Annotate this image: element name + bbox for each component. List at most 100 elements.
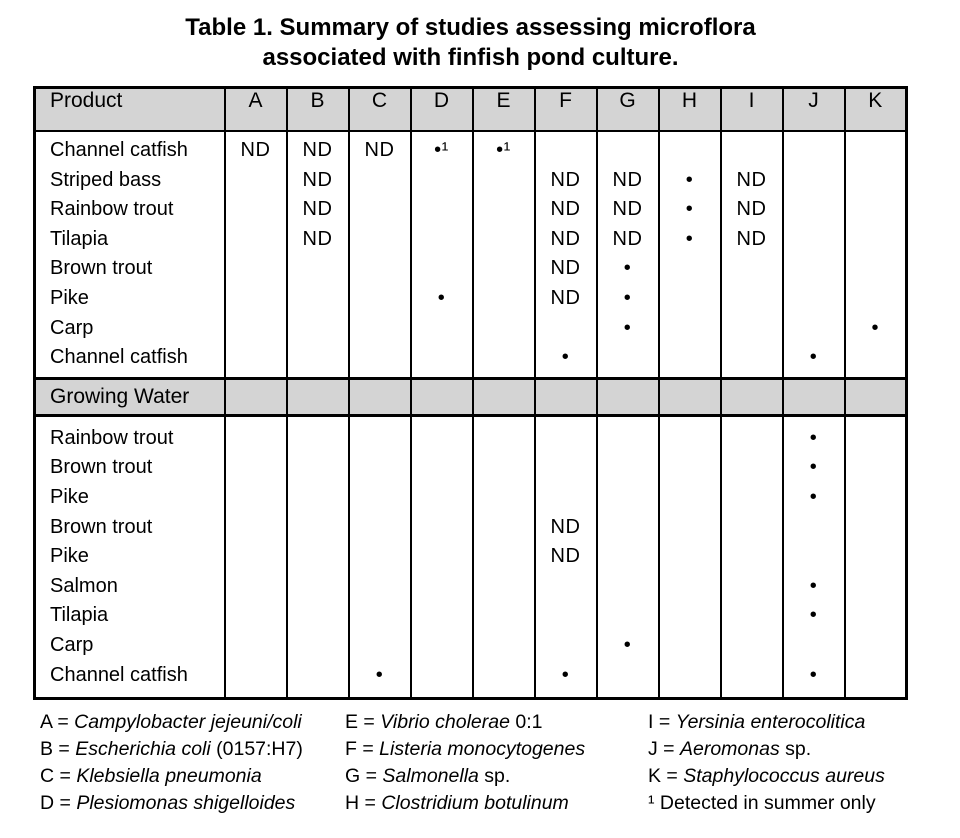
cell-value: [226, 572, 286, 602]
data-column-G: ND ND ND • • •: [595, 129, 660, 380]
legend-item-species: Yersinia enterocolitica: [675, 711, 866, 734]
cell-value: [412, 661, 472, 691]
cell-value: •: [685, 168, 694, 191]
cell-value: ND: [736, 227, 767, 250]
cell-value: •: [685, 227, 694, 250]
legend-item-species: Escherichia coli: [75, 738, 211, 761]
cell-value: [660, 343, 720, 373]
cell-value: [474, 195, 534, 225]
cell-value: [288, 601, 348, 631]
cell-value: ND: [302, 198, 333, 221]
column-header-J: J: [781, 86, 846, 132]
legend-item: H = Clostridium botulinum: [345, 790, 648, 817]
cell-value: [412, 572, 472, 602]
product-name: Brown trout: [50, 456, 153, 479]
data-column-E: [471, 414, 536, 700]
legend-item-species: Plesiomonas shigelloides: [76, 792, 296, 815]
legend-column-2: E = Vibrio cholerae 0:1 F = Listeria mono…: [345, 709, 648, 817]
data-column-F: ND ND •: [533, 414, 598, 700]
cell-value: ND: [302, 168, 333, 191]
cell-value: [288, 483, 348, 513]
cell-value: [660, 314, 720, 344]
cell-value: [660, 572, 720, 602]
section-band-cell: [285, 376, 350, 417]
product-name: Pike: [50, 286, 89, 309]
cell-value: ND: [550, 227, 581, 250]
cell-value: [412, 513, 472, 543]
microflora-table: Product A B C D E F G H I J K Channel catfish Stripe…: [33, 86, 908, 701]
cell-value: •: [871, 316, 879, 339]
cell-value: [784, 166, 844, 196]
cell-value: [412, 542, 472, 572]
legend-item-suffix: 0:1: [509, 711, 543, 734]
cell-value: [288, 631, 348, 661]
cell-value: [846, 601, 906, 631]
cell-value: [474, 284, 534, 314]
cell-value: ND: [612, 168, 643, 191]
cell-value: ND: [612, 227, 643, 250]
cell-value: [412, 314, 472, 344]
cell-value: [598, 424, 658, 454]
cell-value: •: [623, 316, 632, 339]
column-header-C: C: [347, 86, 412, 132]
cell-value: [722, 343, 782, 373]
legend-item: J = Aeromonas sp.: [648, 736, 908, 763]
cell-value: [784, 513, 844, 543]
cell-value: [598, 572, 658, 602]
cell-value: [288, 343, 348, 373]
cell-value: [722, 424, 782, 454]
cell-value: [412, 601, 472, 631]
data-column-A: ND: [223, 129, 288, 380]
cell-value: [536, 453, 596, 483]
cell-value: [474, 661, 534, 691]
cell-value: [474, 453, 534, 483]
cell-value: [660, 542, 720, 572]
cell-value: [226, 195, 286, 225]
product-name: Carp: [50, 316, 94, 339]
cell-value: [598, 513, 658, 543]
cell-value: ND: [550, 198, 581, 221]
section-band-cell: [657, 376, 722, 417]
column-header-A: A: [223, 86, 288, 132]
cell-value: [660, 453, 720, 483]
cell-value: [412, 343, 472, 373]
cell-value: [660, 254, 720, 284]
section-band-label: Growing Water: [33, 376, 226, 417]
cell-value: [288, 314, 348, 344]
cell-value: [722, 542, 782, 572]
legend-item-prefix: D =: [40, 792, 77, 815]
cell-value: [722, 254, 782, 284]
cell-value: •: [809, 456, 818, 479]
cell-value: [474, 572, 534, 602]
legend-item-species: Listeria monocytogenes: [379, 738, 586, 761]
legend-item: B = Escherichia coli (0157:H7): [40, 736, 345, 763]
cell-value: [846, 424, 906, 454]
cell-value: [784, 254, 844, 284]
cell-value: [722, 572, 782, 602]
cell-value: [226, 166, 286, 196]
section-band-cell: [533, 376, 598, 417]
cell-value: [226, 483, 286, 513]
legend-item: K = Staphylococcus aureus: [648, 763, 908, 790]
legend: A = Campylobacter jejeuni/coli B = Escher…: [40, 709, 960, 817]
legend-item-prefix: ¹: [648, 792, 660, 815]
legend-item-prefix: B =: [40, 738, 76, 761]
legend-item-prefix: F =: [345, 738, 380, 761]
section-band-cell: [223, 376, 288, 417]
data-column-J: •: [781, 129, 846, 380]
data-column-A: [223, 414, 288, 700]
cell-value: [226, 424, 286, 454]
product-name: Rainbow trout: [50, 426, 174, 449]
product-name: Rainbow trout: [50, 198, 174, 221]
legend-item-species: Staphylococcus aureus: [683, 765, 885, 788]
cell-value: [350, 254, 410, 284]
data-column-J: • • • • • •: [781, 414, 846, 700]
legend-item: E = Vibrio cholerae 0:1: [345, 709, 648, 736]
cell-value: [226, 601, 286, 631]
cell-value: [474, 601, 534, 631]
section-body-row: Rainbow trout Brown trout Pike Brown trout P…: [33, 414, 908, 700]
cell-value: [598, 343, 658, 373]
legend-item: F = Listeria monocytogenes: [345, 736, 648, 763]
cell-value: [846, 284, 906, 314]
legend-item-prefix: E =: [345, 711, 381, 734]
